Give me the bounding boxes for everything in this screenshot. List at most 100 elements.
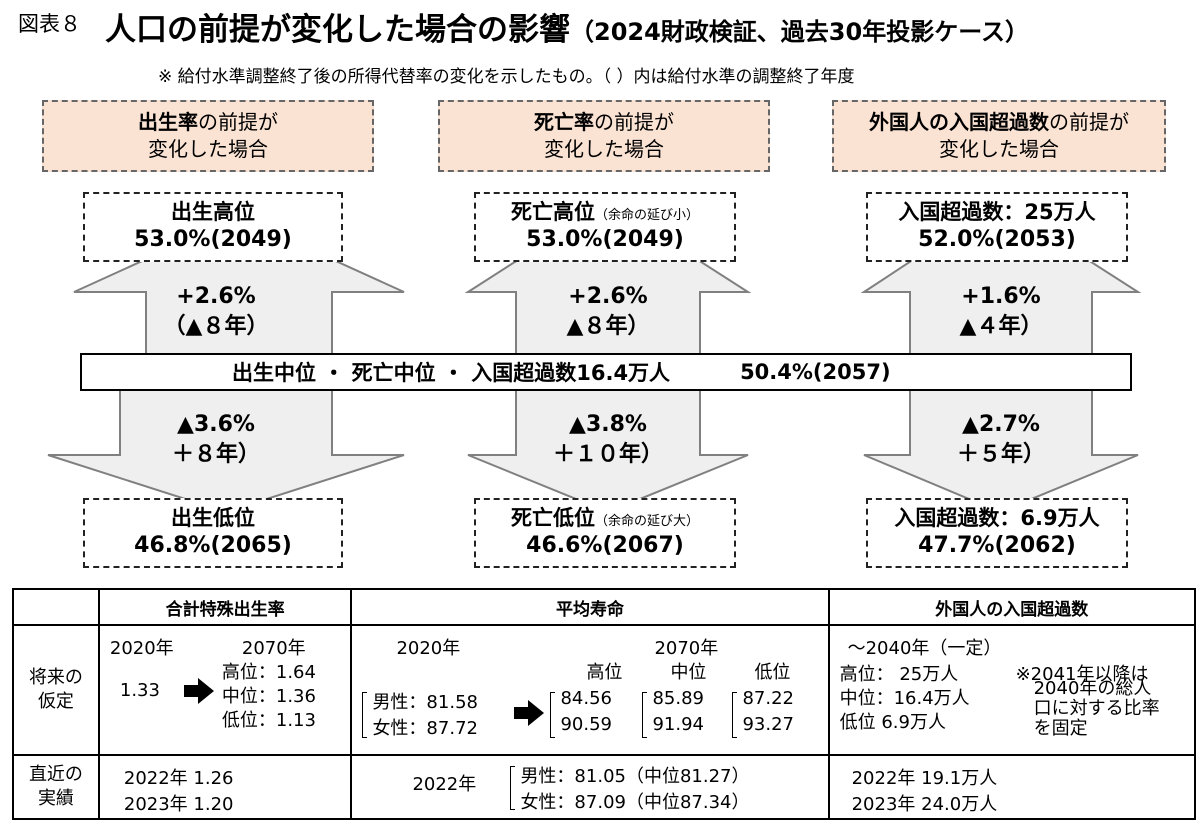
value-box-mortality-low: 死亡低位（余命の延び大） 46.6%(2067) — [474, 498, 736, 568]
change-years: ▲４年） — [959, 313, 1043, 339]
life-mid-male: 85.89 — [652, 688, 704, 709]
brace — [731, 692, 740, 738]
life-low-female: 93.27 — [742, 714, 794, 735]
value-box-mortality-high: 死亡高位（余命の延び小） 53.0%(2049) — [474, 192, 736, 262]
header-bold: 出生率 — [138, 110, 198, 134]
title-main: 人口の前提が変化した場合の影響 — [105, 12, 570, 48]
fertility-recent: 2022年 1.26 — [123, 768, 234, 789]
scenario-value: 46.6%(2067) — [526, 533, 684, 559]
change-rate: +2.6% — [568, 284, 648, 309]
up-change-fertility: +2.6% （▲８年） — [116, 282, 316, 341]
fertility-mid: 中位：1.36 — [221, 686, 316, 707]
header-box-mortality: 死亡率の前提が 変化した場合 — [438, 100, 770, 172]
row-label-line: 直近の — [28, 763, 83, 785]
migration-recent: 2022年 19.1万人 — [851, 768, 998, 789]
row-label-line: 仮定 — [37, 691, 74, 712]
down-change-fertility: ▲3.6% ＋８年） — [116, 410, 316, 469]
brace — [549, 692, 558, 738]
life-low-male: 87.22 — [742, 688, 794, 709]
migration-period: ～2040年（一定） — [847, 638, 1002, 659]
up-change-mortality: +2.6% ▲８年） — [508, 282, 708, 341]
fertility-assumption-cell: 2020年 2070年 1.33 高位：1.64 中位：1.36 低位：1.13 — [97, 624, 353, 756]
page-title: 人口の前提が変化した場合の影響（2024財政検証、過去30年投影ケース） — [105, 4, 1029, 49]
down-arrow-mortality — [467, 389, 749, 514]
fertility-low: 低位：1.13 — [221, 710, 316, 731]
title-sub: （2024財政検証、過去30年投影ケース） — [570, 18, 1029, 46]
figure-label: 図表８ — [18, 12, 81, 36]
scenario-note: （余命の延び小） — [594, 208, 699, 224]
fertility-base: 1.33 — [119, 680, 160, 701]
migration-low: 低位 6.9万人 — [839, 712, 946, 733]
value-box-migration-high: 入国超過数：25万人 52.0%(2053) — [866, 192, 1128, 262]
life-recent-male: 男性：81.05（中位81.27） — [520, 766, 750, 787]
down-arrow-migration — [863, 389, 1139, 514]
scenario-name: 死亡高位 — [510, 200, 595, 225]
scenario-value: 52.0%(2053) — [918, 227, 1076, 253]
scenario-name: 出生高位 — [171, 200, 255, 225]
col-low: 低位 — [754, 662, 791, 683]
scenario-value: 53.0%(2049) — [134, 227, 292, 253]
header-life: 平均寿命 — [350, 588, 830, 626]
migration-note: 2040年の総人 — [1033, 678, 1152, 699]
scenario-name: 入国超過数：25万人 — [898, 200, 1096, 225]
brace — [509, 766, 518, 810]
scenario-note: （余命の延び大） — [594, 514, 699, 530]
right-arrow-icon — [183, 678, 214, 704]
migration-high: 高位： 25万人 — [839, 664, 959, 685]
life-high-male: 84.56 — [560, 688, 612, 709]
life-mid-female: 91.94 — [652, 714, 704, 735]
life-high-female: 90.59 — [560, 714, 612, 735]
life-assumption-cell: 2020年 2070年 高位 中位 低位 男性：81.58 女性：87.72 8… — [350, 624, 830, 756]
scenario-value: 53.0%(2049) — [526, 227, 684, 253]
scenario-name: 死亡低位 — [510, 506, 595, 531]
header-box-fertility: 出生率の前提が 変化した場合 — [42, 100, 374, 172]
value-box-fertility-high: 出生高位 53.0%(2049) — [83, 192, 343, 262]
header-migration: 外国人の入国超過数 — [827, 588, 1197, 626]
year-2020: 2020年 — [109, 638, 174, 659]
change-rate: +1.6% — [961, 284, 1041, 309]
life-recent-cell: 2022年 男性：81.05（中位81.27） 女性：87.09（中位87.34… — [350, 754, 830, 820]
migration-recent-cell: 2022年 19.1万人 2023年 24.0万人 — [827, 754, 1197, 820]
migration-recent: 2023年 24.0万人 — [851, 794, 998, 815]
change-rate: +2.6% — [176, 284, 256, 309]
header-rest: の前提が — [594, 110, 674, 134]
header-bold: 死亡率 — [534, 110, 594, 134]
row-label-line: 将来の — [28, 666, 83, 688]
scenario-value: 46.8%(2065) — [134, 533, 292, 559]
header-line2: 変化した場合 — [939, 137, 1059, 161]
brace — [361, 692, 370, 738]
fertility-recent: 2023年 1.20 — [123, 794, 234, 815]
migration-note: 口に対する比率 — [1033, 698, 1160, 719]
scenario-name: 入国超過数：6.9万人 — [894, 506, 1100, 531]
header-line2: 変化した場合 — [148, 137, 268, 161]
fertility-high: 高位：1.64 — [221, 662, 316, 683]
value-box-fertility-low: 出生低位 46.8%(2065) — [83, 498, 343, 568]
migration-note: ※2041年以降は — [1015, 664, 1149, 685]
assumption-table: 合計特殊出生率 平均寿命 外国人の入国超過数 将来の仮定 2020年 2070年… — [12, 588, 1197, 820]
scenario-name: 出生低位 — [171, 506, 255, 531]
header-box-migration: 外国人の入国超過数の前提が 変化した場合 — [832, 100, 1166, 172]
block-arrows — [47, 241, 1142, 514]
baseline-bar: 出生中位 ・ 死亡中位 ・ 入国超過数16.4万人 50.4%(2057) — [80, 353, 1132, 391]
year-2070: 2070年 — [654, 638, 719, 659]
change-rate: ▲2.7% — [962, 412, 1040, 437]
migration-mid: 中位：16.4万人 — [839, 688, 970, 709]
header-line2: 変化した場合 — [544, 137, 664, 161]
female-2020: 女性：87.72 — [372, 718, 478, 739]
header-fertility: 合計特殊出生率 — [97, 588, 353, 626]
baseline-value: 50.4%(2057) — [740, 360, 891, 384]
baseline-label: 出生中位 ・ 死亡中位 ・ 入国超過数16.4万人 — [232, 361, 671, 385]
change-years: ＋１０年） — [552, 441, 663, 467]
header-rest: の前提が — [198, 110, 278, 134]
header-bold: 外国人の入国超過数 — [869, 110, 1049, 134]
table-row-recent: 直近の 実績 2022年 1.26 2023年 1.20 2022年 男性：81.… — [12, 754, 1197, 820]
change-years: （▲８年） — [163, 313, 269, 339]
change-years: ＋５年） — [956, 441, 1045, 467]
down-change-mortality: ▲3.8% ＋１０年） — [508, 410, 708, 469]
row-label-recent: 直近の 実績 — [12, 754, 100, 820]
change-rate: ▲3.8% — [569, 412, 647, 437]
migration-note: を固定 — [1033, 718, 1088, 739]
col-mid: 中位 — [670, 662, 707, 683]
male-2020: 男性：81.58 — [372, 692, 478, 713]
up-change-migration: +1.6% ▲４年） — [901, 282, 1101, 341]
